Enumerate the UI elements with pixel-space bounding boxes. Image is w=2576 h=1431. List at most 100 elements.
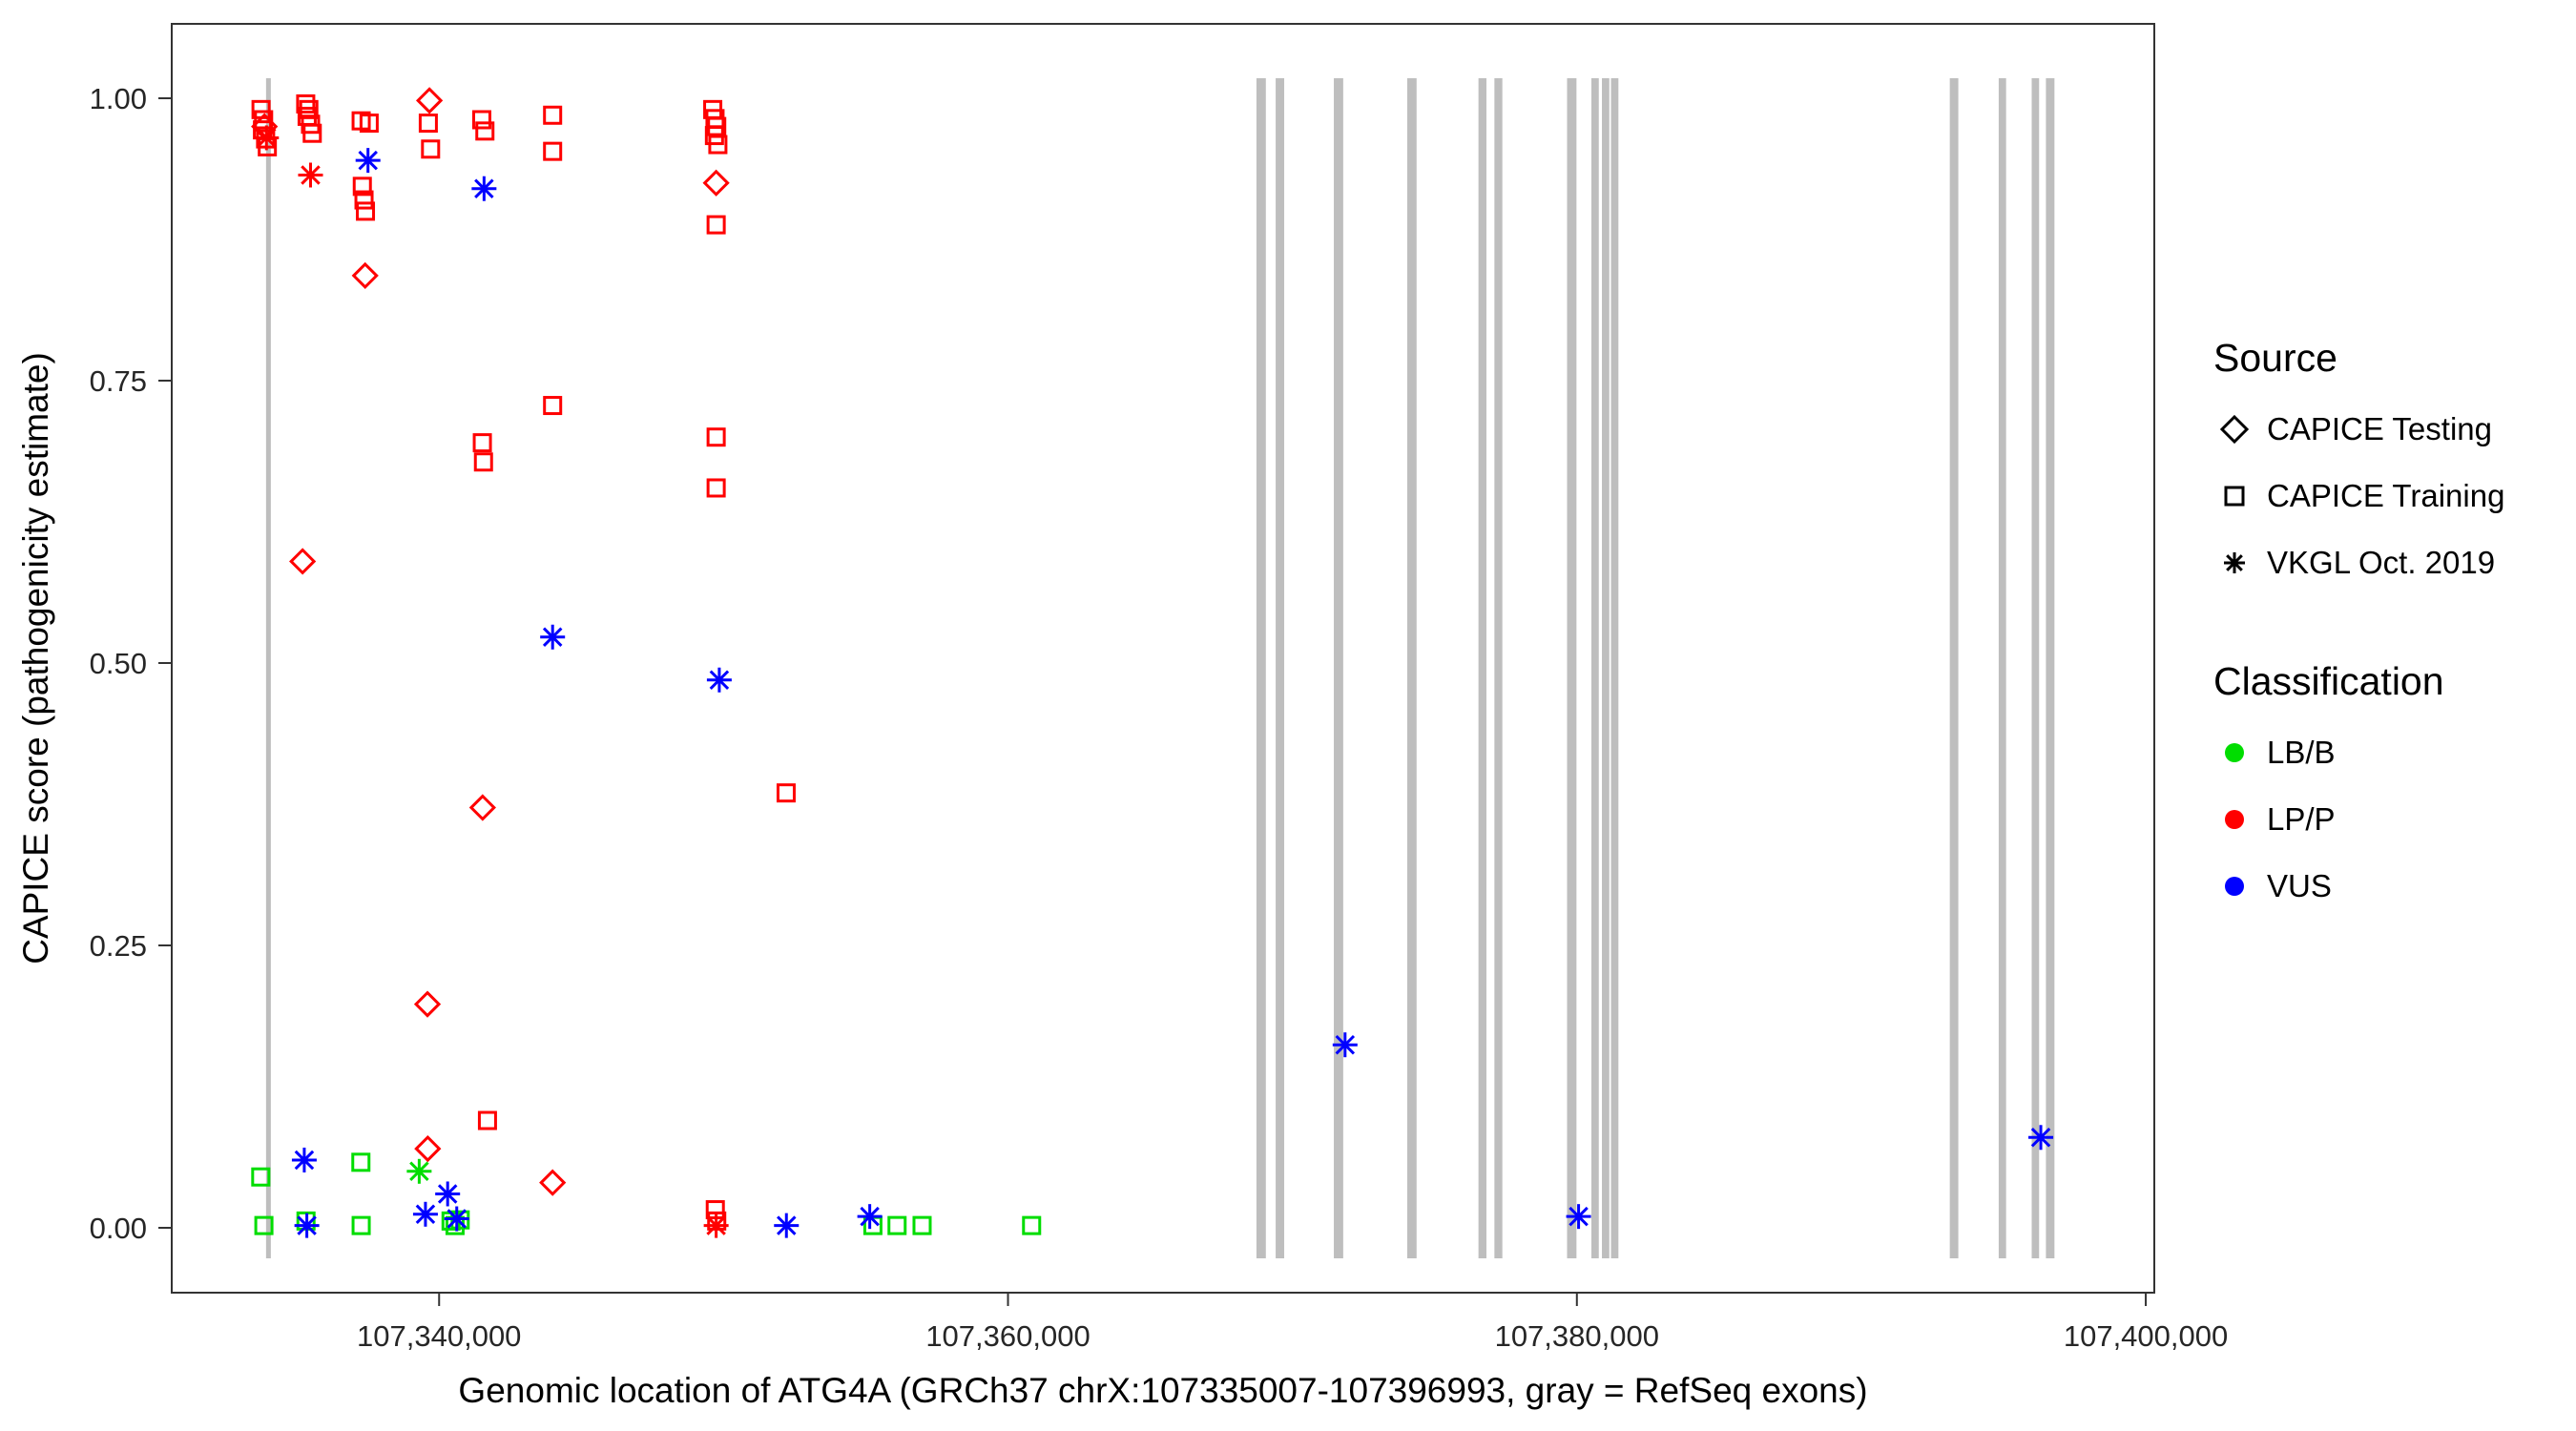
data-point-square	[418, 114, 438, 134]
x-tick-label: 107,340,000	[357, 1319, 521, 1353]
refseq-exon-bar	[1610, 78, 1619, 1258]
refseq-exon-bar	[1276, 78, 1285, 1258]
refseq-exon-bar	[1406, 78, 1417, 1258]
y-tick-label: 1.00	[90, 82, 147, 115]
green-dot-icon	[2225, 743, 2244, 762]
legend-classification: Classification LB/B LP/P VUS	[2213, 659, 2576, 920]
refseq-exon-bar	[1494, 78, 1503, 1258]
panel-border	[171, 23, 2155, 1294]
data-point-square	[351, 1215, 371, 1235]
data-point-square	[912, 1215, 932, 1235]
y-tick-label: 0.25	[90, 929, 147, 963]
data-point-asterisk	[435, 1181, 461, 1207]
data-point-square	[706, 215, 726, 235]
x-axis-title: Genomic location of ATG4A (GRCh37 chrX:1…	[458, 1371, 1868, 1410]
y-axis-title: CAPICE score (pathogenicity estimate)	[16, 352, 55, 964]
data-point-square	[706, 478, 726, 498]
data-point-square	[475, 121, 495, 141]
data-point-asterisk	[1566, 1204, 1591, 1230]
data-point-square	[352, 176, 372, 197]
data-point-square	[356, 201, 376, 221]
y-tick-label: 0.50	[90, 647, 147, 680]
refseq-exon-bar	[1590, 78, 1599, 1258]
x-tick-label: 107,380,000	[1495, 1319, 1659, 1353]
data-point-asterisk	[298, 162, 323, 188]
data-point-square	[296, 93, 316, 114]
refseq-exon-bar	[2031, 78, 2040, 1258]
data-point-asterisk	[406, 1158, 432, 1184]
data-point-asterisk	[706, 667, 732, 693]
data-point-square	[887, 1215, 907, 1235]
square-icon	[2224, 486, 2245, 507]
legend-item-label: VUS	[2267, 868, 2332, 903]
data-point-asterisk	[1332, 1032, 1358, 1058]
legend-item-label: LP/P	[2267, 801, 2336, 837]
data-point-diamond	[468, 794, 496, 821]
legend-item-vkgl: VKGL Oct. 2019	[2213, 529, 2576, 596]
legend-item-lpp: LP/P	[2213, 786, 2576, 853]
data-point-diamond	[702, 169, 730, 197]
x-tick-label: 107,400,000	[2064, 1319, 2228, 1353]
data-point-asterisk	[857, 1204, 883, 1230]
data-point-diamond	[415, 87, 444, 114]
legend-item-capice-training: CAPICE Training	[2213, 463, 2576, 529]
data-point-diamond	[289, 548, 317, 575]
data-point-asterisk	[291, 1147, 317, 1172]
refseq-exon-bar	[1998, 78, 2006, 1258]
data-point-asterisk	[412, 1201, 438, 1227]
refseq-exon-bar	[1567, 78, 1577, 1258]
data-point-asterisk	[774, 1213, 800, 1238]
legend-item-label: CAPICE Testing	[2267, 411, 2492, 446]
refseq-exon-bar	[2046, 78, 2055, 1258]
red-dot-icon	[2225, 810, 2244, 829]
refseq-exon-bar	[1334, 78, 1343, 1258]
refseq-exon-bar	[265, 78, 271, 1258]
data-point-square	[477, 1110, 497, 1130]
data-point-square	[359, 114, 379, 134]
legend-source-title: Source	[2213, 336, 2337, 380]
data-point-square	[543, 105, 563, 125]
data-point-square	[421, 139, 441, 159]
legend-item-label: LB/B	[2267, 735, 2336, 770]
legend-classification-title: Classification	[2213, 659, 2444, 703]
legend-item-label: VKGL Oct. 2019	[2267, 545, 2496, 580]
data-point-square	[251, 1167, 271, 1187]
data-point-square	[776, 783, 796, 803]
y-tick-label: 0.75	[90, 364, 147, 398]
legend-item-capice-testing: CAPICE Testing	[2213, 396, 2576, 463]
data-point-square	[351, 1152, 371, 1172]
data-point-square	[708, 135, 728, 155]
data-point-square	[706, 427, 726, 447]
legend-source: Source CAPICE Testing CAPICE Training	[2213, 336, 2576, 596]
legend-item-label: CAPICE Training	[2267, 478, 2505, 513]
legend-item-lbb: LB/B	[2213, 719, 2576, 786]
data-point-square	[543, 396, 563, 416]
y-tick-label: 0.00	[90, 1212, 147, 1245]
data-point-asterisk	[294, 1213, 320, 1238]
data-point-square	[543, 141, 563, 161]
data-point-asterisk	[2028, 1125, 2054, 1151]
data-point-asterisk	[703, 1213, 729, 1238]
data-point-asterisk	[254, 125, 280, 151]
data-point-diamond	[539, 1169, 567, 1196]
legend: Source CAPICE Testing CAPICE Training	[2213, 336, 2576, 920]
data-point-square	[254, 1215, 274, 1235]
legend-item-vus: VUS	[2213, 853, 2576, 920]
refseq-exon-bar	[1602, 78, 1610, 1258]
refseq-exon-bar	[1478, 78, 1486, 1258]
asterisk-icon	[2224, 552, 2245, 573]
data-point-square	[1022, 1215, 1042, 1235]
data-point-diamond	[351, 261, 379, 290]
data-point-square	[472, 433, 492, 453]
data-point-asterisk	[355, 148, 381, 174]
x-tick-label: 107,360,000	[925, 1319, 1090, 1353]
diamond-icon	[2219, 414, 2250, 445]
data-point-square	[471, 110, 491, 130]
refseq-exon-bar	[1949, 78, 1959, 1258]
data-point-asterisk	[444, 1206, 469, 1232]
data-point-asterisk	[540, 624, 566, 650]
data-point-square	[302, 123, 322, 143]
data-point-diamond	[414, 1134, 442, 1163]
